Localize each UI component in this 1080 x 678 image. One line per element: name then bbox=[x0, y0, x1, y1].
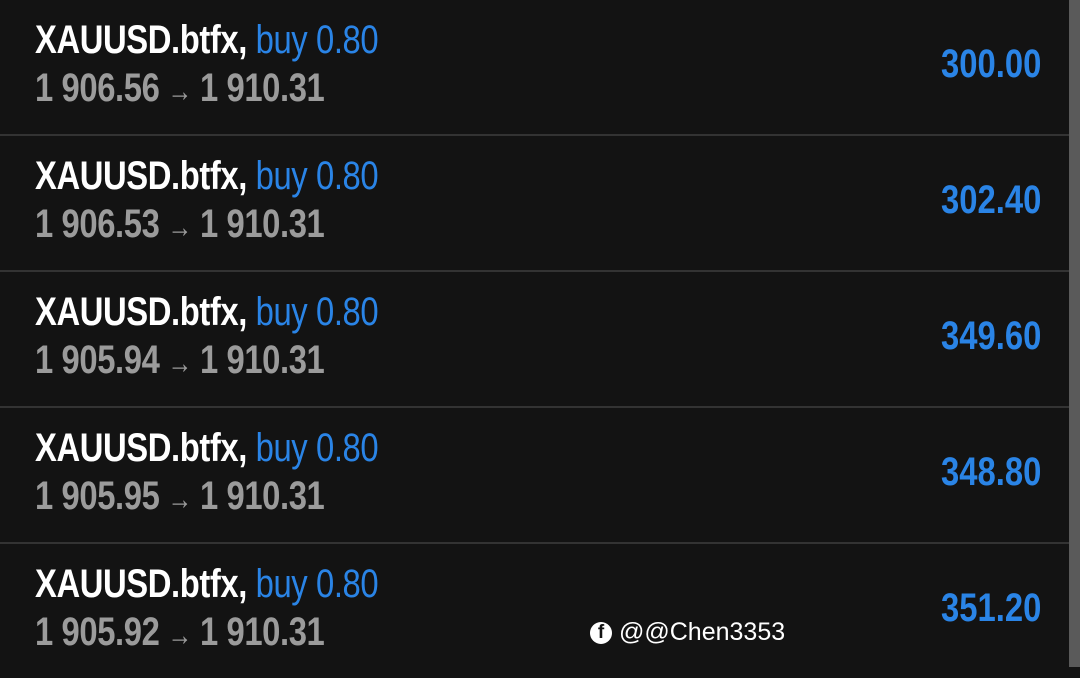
current-price: 1 910.31 bbox=[199, 202, 325, 246]
current-price: 1 910.31 bbox=[199, 66, 325, 110]
position-row[interactable]: XAUUSD.btfx, buy 0.80 1 905.95 → 1 910.31 … bbox=[0, 408, 1069, 544]
facebook-icon: f bbox=[590, 621, 612, 644]
profit: 349.60 bbox=[940, 314, 1041, 358]
positions-list: XAUUSD.btfx, buy 0.80 1 906.56 → 1 910.31 … bbox=[0, 0, 1069, 654]
side-volume: buy 0.80 bbox=[255, 426, 379, 470]
scrollbar[interactable] bbox=[1069, 0, 1080, 667]
profit: 300.00 bbox=[940, 42, 1041, 86]
position-row[interactable]: XAUUSD.btfx, buy 0.80 1 906.56 → 1 910.31 … bbox=[0, 0, 1069, 136]
position-row[interactable]: XAUUSD.btfx, buy 0.80 1 906.53 → 1 910.31 … bbox=[0, 136, 1069, 272]
arrow-icon: → bbox=[167, 347, 193, 380]
open-price: 1 906.53 bbox=[35, 202, 160, 246]
symbol: XAUUSD.btfx, bbox=[35, 154, 247, 198]
side-volume: buy 0.80 bbox=[255, 290, 379, 334]
watermark-text: @@Chen3353 bbox=[619, 618, 786, 646]
symbol: XAUUSD.btfx, bbox=[35, 562, 247, 606]
symbol: XAUUSD.btfx, bbox=[35, 290, 247, 334]
profit: 302.40 bbox=[940, 178, 1041, 222]
arrow-icon: → bbox=[167, 619, 193, 652]
current-price: 1 910.31 bbox=[199, 338, 325, 382]
open-price: 1 905.95 bbox=[35, 474, 160, 518]
current-price: 1 910.31 bbox=[199, 474, 325, 518]
arrow-icon: → bbox=[167, 483, 193, 516]
side-volume: buy 0.80 bbox=[255, 562, 379, 606]
symbol: XAUUSD.btfx, bbox=[35, 18, 247, 62]
current-price: 1 910.31 bbox=[199, 610, 325, 654]
watermark: f @@Chen3353 bbox=[590, 618, 785, 647]
position-row[interactable]: XAUUSD.btfx, buy 0.80 1 905.92 → 1 910.31 … bbox=[0, 544, 1069, 678]
open-price: 1 905.92 bbox=[35, 610, 160, 654]
side-volume: buy 0.80 bbox=[255, 18, 379, 62]
open-price: 1 905.94 bbox=[35, 338, 160, 382]
arrow-icon: → bbox=[167, 211, 193, 244]
profit: 351.20 bbox=[940, 586, 1041, 630]
profit: 348.80 bbox=[940, 450, 1041, 494]
symbol: XAUUSD.btfx, bbox=[35, 426, 247, 470]
arrow-icon: → bbox=[167, 75, 193, 108]
side-volume: buy 0.80 bbox=[255, 154, 379, 198]
position-row[interactable]: XAUUSD.btfx, buy 0.80 1 905.94 → 1 910.31 … bbox=[0, 272, 1069, 408]
open-price: 1 906.56 bbox=[35, 66, 160, 110]
